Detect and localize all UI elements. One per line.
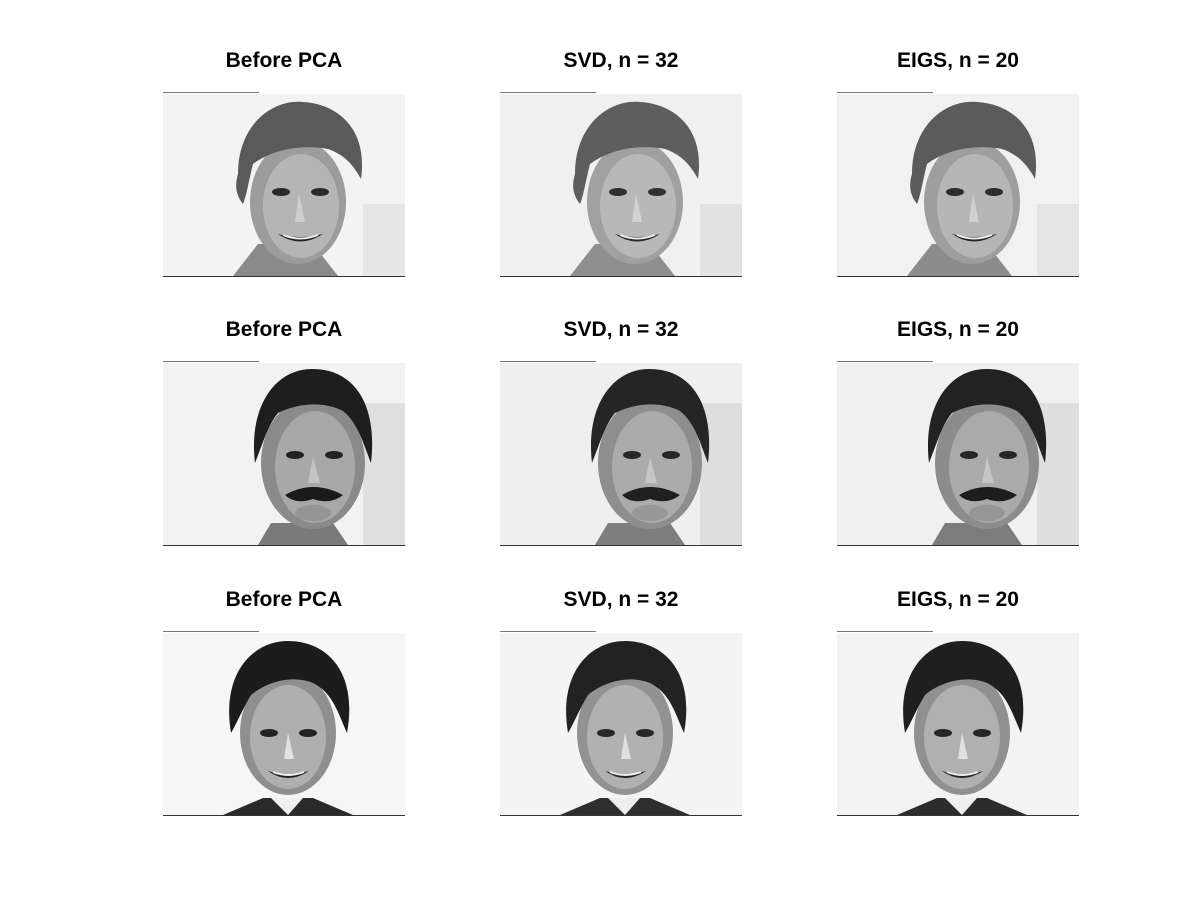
- face-image-dark-hair-smiling: [163, 633, 405, 816]
- face-image-dark-hair-mustache: [163, 363, 405, 546]
- panel-row1-col3: EIGS, n = 20: [837, 46, 1079, 276]
- panel-row2-col3: EIGS, n = 20: [837, 315, 1079, 545]
- axis-top-rule: [837, 361, 933, 362]
- panel-row3-col1: Before PCA: [163, 585, 405, 815]
- face-image-blond-smiling: [500, 94, 742, 277]
- face-image-dark-hair-smiling: [500, 633, 742, 816]
- panel-row2-col2: SVD, n = 32: [500, 315, 742, 545]
- panel-title: EIGS, n = 20: [837, 315, 1079, 345]
- panel-title: Before PCA: [163, 585, 405, 615]
- panel-title: SVD, n = 32: [500, 585, 742, 615]
- panel-title: SVD, n = 32: [500, 46, 742, 76]
- face-image-dark-hair-mustache: [837, 363, 1079, 546]
- axis-top-rule: [500, 361, 596, 362]
- axis-top-rule: [837, 631, 933, 632]
- panel-title: EIGS, n = 20: [837, 46, 1079, 76]
- axis-top-rule: [837, 92, 933, 93]
- panel-row2-col1: Before PCA: [163, 315, 405, 545]
- panel-title: Before PCA: [163, 315, 405, 345]
- panel-title: Before PCA: [163, 46, 405, 76]
- face-image-dark-hair-mustache: [500, 363, 742, 546]
- axis-top-rule: [163, 361, 259, 362]
- axis-top-rule: [500, 631, 596, 632]
- panel-row3-col2: SVD, n = 32: [500, 585, 742, 815]
- axis-top-rule: [500, 92, 596, 93]
- face-image-blond-smiling: [163, 94, 405, 277]
- axis-top-rule: [163, 631, 259, 632]
- panel-row3-col3: EIGS, n = 20: [837, 585, 1079, 815]
- panel-row1-col1: Before PCA: [163, 46, 405, 276]
- face-image-dark-hair-smiling: [837, 633, 1079, 816]
- face-image-blond-smiling: [837, 94, 1079, 277]
- panel-row1-col2: SVD, n = 32: [500, 46, 742, 276]
- panel-title: SVD, n = 32: [500, 315, 742, 345]
- axis-top-rule: [163, 92, 259, 93]
- panel-title: EIGS, n = 20: [837, 585, 1079, 615]
